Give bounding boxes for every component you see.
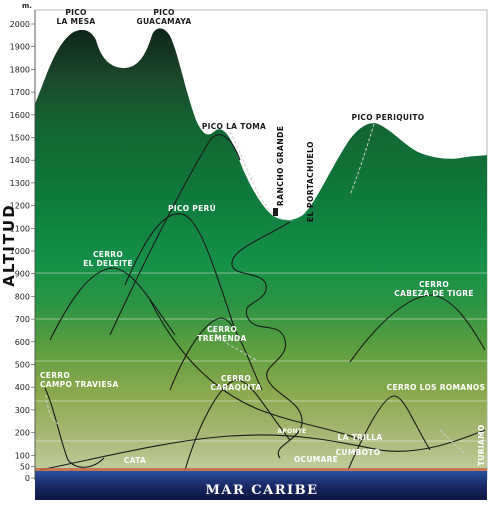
label-cerro-tremenda: CERRO TREMENDA	[197, 325, 246, 343]
sea-label: MAR CARIBE	[205, 483, 318, 498]
coastal-strip	[35, 468, 487, 471]
label-ocumare: OCUMARE	[294, 455, 338, 464]
y-tick-label: 300	[15, 406, 30, 415]
y-tick-label: 800	[15, 292, 30, 301]
label-cerro-el-deleite: CERRO EL DELEITE	[83, 250, 133, 268]
label-pico-peru: PICO PERÚ	[168, 204, 216, 213]
valley-line-a	[149, 299, 361, 441]
y-tick-label: 0	[25, 474, 30, 483]
ridge-los-romanos	[347, 395, 431, 471]
y-tick-label: 500	[15, 361, 30, 370]
ridge-cabeza-tigre	[349, 294, 486, 363]
ridge-pico-peru	[124, 213, 236, 331]
dashed-trails	[45, 123, 467, 456]
y-tick-label: 1200	[10, 202, 30, 211]
ridge-pico-la-toma	[109, 134, 241, 336]
y-tick-label: 1900	[10, 43, 30, 52]
y-tick-label: 1000	[10, 247, 30, 256]
label-cerro-caraquita: CERRO CARAQUITA	[210, 374, 261, 392]
y-tick-label: 1400	[10, 156, 30, 165]
label-la-trilla: LA TRILLA	[338, 433, 383, 442]
label-pico-periquito: PICO PERIQUITO	[352, 113, 425, 122]
y-tick-label: 2000	[10, 20, 30, 29]
y-tick-label: 1700	[10, 88, 30, 97]
label-cerro-los-romanos: CERRO LOS ROMANOS	[387, 383, 486, 392]
label-cumboto: CUMBOTO	[336, 448, 381, 457]
ridge-lines	[39, 134, 486, 471]
y-tick-label: 1800	[10, 65, 30, 74]
y-tick-label: 600	[15, 338, 30, 347]
y-tick-label: 400	[15, 383, 30, 392]
label-aponte: APONTE	[277, 428, 306, 435]
label-pico-la-mesa: PICO LA MESA	[56, 8, 95, 26]
road-winding	[231, 221, 303, 459]
sea-band	[35, 471, 487, 500]
y-axis-title: ALTITUD	[0, 203, 18, 286]
valley-line-b	[39, 429, 486, 471]
y-tick-label: 1600	[10, 111, 30, 120]
peak-labels: PICO LA MESA PICO GUACAMAYA PICO LA TOMA P…	[40, 8, 485, 392]
label-pico-guacamaya: PICO GUACAMAYA	[137, 8, 192, 26]
y-tick-label: 1500	[10, 134, 30, 143]
label-cata: CATA	[124, 456, 146, 465]
label-el-portachuelo: EL PORTACHUELO	[306, 141, 315, 222]
ridge-campo-traviesa	[44, 387, 105, 468]
y-tick-label: 50	[20, 463, 30, 472]
y-tick-label: 1100	[10, 224, 30, 233]
ridge-tremenda	[169, 317, 263, 391]
label-turiamo: TURIAMO	[477, 424, 486, 466]
y-tick-label: 1300	[10, 179, 30, 188]
ridge-el-deleite	[49, 267, 176, 341]
y-tick-label: 200	[15, 429, 30, 438]
y-tick-label: 100	[15, 451, 30, 460]
rancho-grande-marker	[273, 208, 278, 216]
place-labels: CATA APONTE LA TRILLA CUMBOTO OCUMARE	[124, 428, 383, 465]
label-pico-la-toma: PICO LA TOMA	[202, 122, 266, 131]
y-axis: m. 0 50 100 200 300 400 500 600 700 800 900 1000 110…	[10, 2, 36, 483]
y-tick-label: 900	[15, 270, 30, 279]
label-cerro-campo-traviesa: CERRO CAMPO TRAVIESA	[40, 371, 119, 389]
y-axis-unit: m.	[22, 2, 32, 10]
mountain-silhouette	[35, 28, 487, 474]
label-cerro-cabeza-de-tigre: CERRO CABEZA DE TIGRE	[394, 280, 473, 298]
y-tick-label: 700	[15, 315, 30, 324]
label-rancho-grande: RANCHO GRANDE	[276, 126, 285, 207]
